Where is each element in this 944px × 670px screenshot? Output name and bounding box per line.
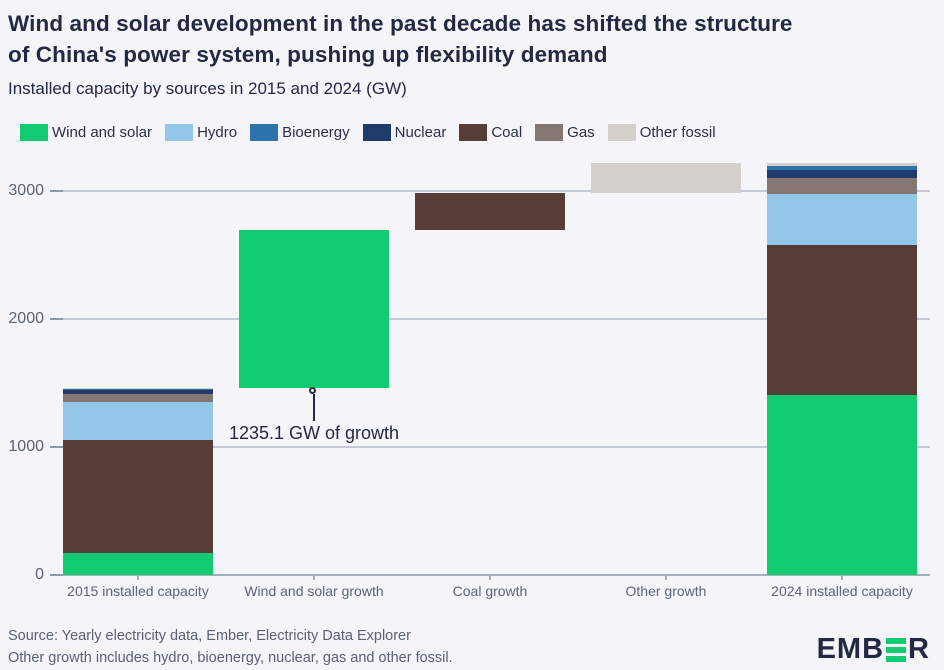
x-axis-label: 2015 installed capacity — [67, 583, 209, 599]
legend-item-nuclear: Nuclear — [362, 124, 447, 141]
chart-subtitle: Installed capacity by sources in 2015 an… — [8, 79, 407, 98]
legend-label: Gas — [567, 124, 595, 141]
legend-swatch-gas — [535, 124, 564, 141]
y-axis-tick-1000 — [50, 445, 63, 448]
x-axis-tick — [137, 575, 139, 580]
ember-logo-text-left: EMB — [816, 633, 885, 665]
chart-title: Wind and solar development in the past d… — [8, 8, 928, 70]
x-axis-tick — [665, 575, 667, 580]
bar-segment-other_fossil — [767, 162, 917, 167]
y-axis-tick-0 — [50, 574, 63, 576]
y-axis-tick-3000 — [50, 189, 63, 192]
plot-area: 0 1000 2000 3000 1235.1 GW of growth — [0, 160, 944, 583]
y-tick-label-2000: 2000 — [8, 309, 44, 327]
bar-segment-gas — [63, 393, 213, 403]
gridline-2000 — [50, 317, 930, 320]
x-axis-tick — [841, 575, 843, 580]
bar-segment-wind_solar — [63, 552, 213, 575]
ember-logo: EMB R — [817, 633, 930, 666]
legend-label: Bioenergy — [282, 124, 350, 141]
bar-segment-bioenergy — [63, 389, 213, 391]
ember-logo-bar — [886, 637, 907, 644]
annotation-pin-stem — [313, 394, 315, 422]
gridline-3000 — [50, 189, 930, 192]
legend-label: Hydro — [197, 124, 238, 141]
bar-segment-coal — [63, 439, 213, 553]
ember-logo-e-icon — [886, 637, 907, 662]
x-axis-tick — [313, 575, 315, 580]
chart-title-line2: of China's power system, pushing up flex… — [8, 42, 608, 67]
legend-label: Coal — [491, 124, 523, 141]
legend-label: Other fossil — [639, 124, 716, 141]
legend-item-other_fossil: Other fossil — [607, 124, 716, 141]
legend-swatch-other_fossil — [607, 124, 636, 141]
chart-title-line1: Wind and solar development in the past d… — [8, 11, 793, 36]
annotation-label: 1235.1 GW of growth — [228, 423, 400, 444]
legend-item-wind_solar: Wind and solar — [20, 124, 152, 141]
gridline-1000 — [50, 445, 930, 448]
x-axis-label: Other growth — [625, 583, 707, 599]
legend-swatch-coal — [459, 124, 488, 141]
ember-logo-bar — [886, 646, 907, 653]
bar-segment-hydro — [767, 193, 917, 245]
y-tick-label-0: 0 — [35, 566, 44, 583]
ember-logo-bar — [886, 655, 907, 662]
x-axis-label: 2024 installed capacity — [771, 583, 913, 599]
bar-float-wind_solar — [239, 229, 389, 389]
bar-segment-nuclear — [63, 390, 213, 394]
bar-float-other_fossil — [591, 162, 741, 194]
annotation-pin-icon — [308, 386, 316, 394]
source-attribution: Source: Yearly electricity data, Ember, … — [8, 628, 411, 644]
x-axis-label: Wind and solar growth — [244, 583, 384, 599]
legend-swatch-nuclear — [362, 124, 391, 141]
legend-swatch-bioenergy — [250, 124, 279, 141]
ember-logo-text-right: R — [908, 633, 930, 665]
legend-label: Wind and solar — [52, 124, 153, 141]
bar-segment-nuclear — [767, 170, 917, 178]
legend-swatch-hydro — [165, 124, 194, 141]
bar-segment-other_fossil — [63, 388, 213, 390]
legend-label: Nuclear — [394, 124, 447, 141]
legend-swatch-wind_solar — [20, 124, 48, 141]
y-axis-tick-2000 — [50, 317, 63, 320]
bar-segment-gas — [767, 177, 917, 194]
footnote: Other growth includes hydro, bioenergy, … — [8, 650, 453, 666]
legend-item-coal: Coal — [459, 124, 522, 141]
bar-segment-hydro — [63, 402, 213, 440]
bar-segment-wind_solar — [767, 394, 917, 575]
x-axis-tick — [489, 575, 491, 580]
bar-segment-coal — [767, 244, 917, 395]
legend-item-gas: Gas — [535, 124, 595, 141]
chart-legend: Wind and solar Hydro Bioenergy Nuclear Coal G… — [20, 124, 716, 141]
legend-item-bioenergy: Bioenergy — [250, 124, 350, 141]
y-tick-label-3000: 3000 — [8, 181, 44, 199]
y-tick-label-1000: 1000 — [8, 437, 44, 455]
x-axis-label: Coal growth — [452, 583, 528, 599]
bar-segment-bioenergy — [767, 166, 917, 171]
legend-item-hydro: Hydro — [165, 124, 237, 141]
x-axis-labels: 2015 installed capacity Wind and solar gr… — [50, 583, 930, 599]
bar-float-coal — [415, 193, 565, 230]
